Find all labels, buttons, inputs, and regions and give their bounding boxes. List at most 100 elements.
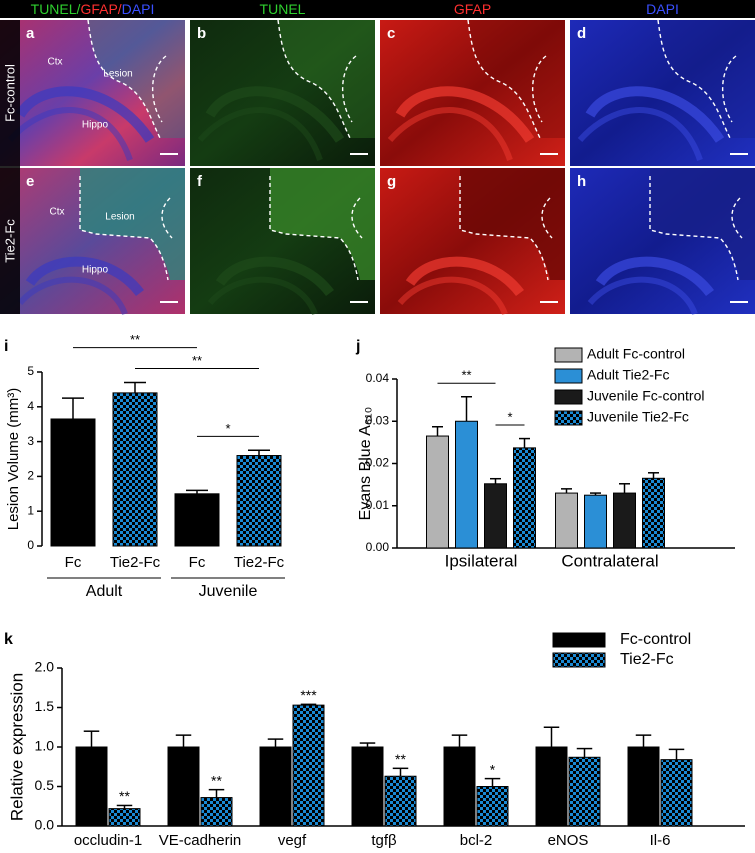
- lesion-border: [161, 197, 173, 239]
- row-label: Fc-control: [2, 64, 17, 122]
- y-tick-label: 0.04: [366, 371, 390, 385]
- significance-label: **: [395, 751, 406, 767]
- legend-label: Juvenile Fc-control: [587, 388, 705, 404]
- region-label: Ctx: [50, 207, 65, 218]
- bar: [476, 786, 509, 827]
- panel-letter: h: [577, 173, 586, 190]
- lesion-border: [351, 197, 363, 239]
- row-label-strip: [0, 20, 20, 314]
- panel-letter: e: [26, 173, 34, 190]
- error-bar: [635, 734, 652, 747]
- panel-letter: a: [26, 25, 35, 42]
- x-tick-label: bcl-2: [460, 832, 493, 849]
- significance-label: *: [490, 761, 496, 777]
- y-tick-label: 1.0: [35, 738, 55, 754]
- x-tick-label: Il-6: [650, 832, 671, 849]
- hippocampus: [207, 276, 318, 316]
- legend-swatch: [554, 368, 583, 384]
- y-tick-label: 2.0: [35, 659, 55, 675]
- row-label: Tie2-Fc: [2, 219, 17, 263]
- column-header: DAPI: [646, 1, 679, 17]
- y-tick-label: 1: [27, 503, 34, 517]
- bar: [426, 435, 449, 549]
- bar: [660, 759, 693, 827]
- bar: [484, 483, 507, 549]
- panel-letter: c: [387, 25, 395, 42]
- hippocampus: [7, 107, 133, 161]
- error-bar: [116, 804, 133, 809]
- y-tick-label: 0.01: [366, 498, 390, 512]
- error-bar: [490, 477, 501, 484]
- error-bar: [484, 777, 501, 787]
- bar: [535, 746, 568, 827]
- error-bar: [519, 437, 530, 448]
- significance-label: *: [507, 409, 512, 424]
- bar: [236, 455, 282, 547]
- y-axis-title: Lesion Volume (mm³): [5, 388, 22, 531]
- region-label: Hippo: [82, 120, 109, 131]
- micrograph-panel: g: [380, 168, 565, 316]
- panel-letter: k: [4, 631, 13, 648]
- legend-swatch: [554, 410, 583, 426]
- legend-label: Juvenile Tie2-Fc: [587, 409, 689, 425]
- hippocampus: [587, 276, 698, 316]
- y-tick-label: 5: [27, 364, 34, 378]
- bar: [555, 492, 578, 549]
- bar: [584, 494, 607, 549]
- micrograph-panel: d: [570, 19, 755, 166]
- error-bar: [561, 488, 572, 494]
- column-header-part: DAPI: [122, 1, 155, 17]
- bar: [642, 477, 665, 549]
- error-bar: [248, 449, 270, 456]
- y-tick-label: 0.5: [35, 777, 55, 793]
- lesion-border: [541, 197, 553, 239]
- column-header: TUNEL: [260, 1, 306, 17]
- y-tick-label: 0: [27, 538, 34, 552]
- hippocampus: [17, 276, 128, 316]
- y-tick-label: 4: [27, 399, 34, 413]
- bar: [455, 420, 478, 549]
- x-tick-label: VE-cadherin: [159, 832, 242, 849]
- x-tick-label: vegf: [278, 832, 307, 849]
- bar: [384, 775, 417, 827]
- bar: [627, 746, 660, 827]
- error-bar: [175, 734, 192, 747]
- significance-label: **: [130, 332, 140, 347]
- hippocampus: [15, 86, 155, 143]
- error-bar: [543, 726, 560, 747]
- column-header: GFAP: [454, 1, 491, 17]
- x-tick-label: eNOS: [548, 832, 589, 849]
- hippocampus: [595, 256, 714, 297]
- bar: [75, 746, 108, 827]
- hippocampus: [205, 86, 345, 143]
- hippocampus: [405, 256, 524, 297]
- y-tick-label: 0.03: [366, 413, 390, 427]
- panel-letter: i: [4, 338, 8, 355]
- bar: [50, 418, 96, 547]
- x-tick-label: tgfβ: [371, 832, 397, 849]
- legend-swatch: [554, 347, 583, 363]
- x-tick-label: Tie2-Fc: [234, 554, 285, 571]
- column-header-part: TUNEL/: [31, 1, 81, 17]
- x-tick-label: Fc: [189, 554, 206, 571]
- lesion-region: [278, 20, 375, 138]
- lesion-border: [467, 19, 541, 139]
- region-label: Lesion: [105, 212, 134, 223]
- y-tick-label: 0.00: [366, 540, 390, 554]
- hippocampus: [215, 256, 334, 297]
- panel-letter: f: [197, 173, 203, 190]
- column-header-part: GFAP/: [80, 1, 121, 17]
- error-bar: [392, 767, 409, 777]
- bar: [112, 392, 158, 547]
- x-tick-label: Ipsilateral: [445, 551, 518, 570]
- x-tick-label: Tie2-Fc: [110, 554, 161, 571]
- error-bar: [432, 425, 443, 437]
- lesion-border: [649, 176, 739, 281]
- lesion-region: [270, 168, 375, 280]
- bar: [568, 756, 601, 827]
- lesion-border: [341, 55, 357, 123]
- legend-swatch: [552, 632, 606, 648]
- micrograph-panel: b: [190, 19, 375, 166]
- lesion-border: [459, 176, 549, 281]
- y-tick-label: 0.02: [366, 456, 390, 470]
